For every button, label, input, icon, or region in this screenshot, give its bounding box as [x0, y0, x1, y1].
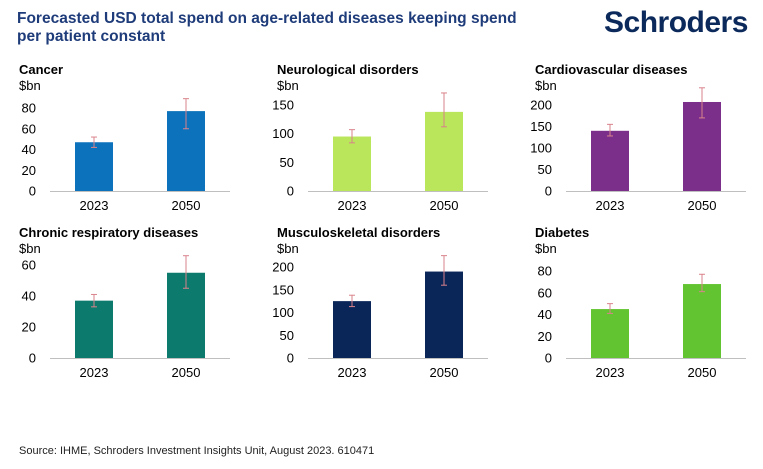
y-tick-label: 20 [538, 329, 552, 344]
bar-2023 [75, 300, 113, 358]
source-note: Source: IHME, Schroders Investment Insig… [19, 445, 375, 457]
chart-panel-diabetes: Diabetes $bn 0 20 40 60 80 2023 2050 [516, 223, 763, 383]
chart-title: Cancer [19, 62, 63, 77]
chart-panel-cancer: Cancer $bn 0 20 40 60 80 2023 2050 [0, 60, 255, 220]
y-tick-label: 100 [272, 305, 294, 320]
y-tick-label: 150 [272, 282, 294, 297]
y-tick-label: 20 [22, 163, 36, 178]
chart-panel-cardiovascular: Cardiovascular diseases $bn 0 50 100 150 200 20… [516, 60, 763, 220]
y-tick-label: 0 [545, 184, 552, 199]
neurological-disorders-chart-svg: Neurological disorders$bn 0 50 100 150 2023 20… [272, 62, 488, 213]
y-tick-label: 50 [280, 328, 294, 343]
y-tick-label: 20 [22, 320, 36, 335]
schroders-logo: Schroders [604, 6, 748, 39]
x-category-label: 2050 [688, 365, 717, 380]
cancer-chart-svg: Cancer$bn 0 20 40 60 80 2023 2050 [19, 62, 230, 213]
bar-2023 [591, 130, 629, 191]
x-category-label: 2050 [688, 198, 717, 213]
bar-2023 [591, 309, 629, 358]
chart-panel-musculoskeletal: Musculoskeletal disorders $bn 0 50 100 150 200… [258, 223, 513, 383]
x-category-label: 2050 [430, 198, 459, 213]
bar-2050 [425, 271, 463, 358]
y-tick-label: 150 [272, 98, 294, 113]
x-category-label: 2050 [430, 365, 459, 380]
diabetes-chart-svg: Diabetes$bn 0 20 40 60 80 2023 2050 [535, 225, 746, 380]
y-tick-label: 50 [538, 162, 552, 177]
y-tick-label: 0 [545, 351, 552, 366]
x-category-label: 2023 [80, 198, 109, 213]
chart-title: Cardiovascular diseases [535, 62, 687, 77]
y-tick-label: 60 [22, 258, 36, 273]
chart-panel-respiratory: Chronic respiratory diseases $bn 0 20 40 60 20… [0, 223, 255, 383]
x-category-label: 2050 [172, 198, 201, 213]
y-tick-label: 40 [22, 289, 36, 304]
y-tick-label: 150 [530, 119, 552, 134]
y-tick-label: 60 [538, 285, 552, 300]
page-title: Forecasted USD total spend on age-relate… [17, 10, 517, 45]
bar-2023 [333, 136, 371, 191]
bar-2050 [683, 284, 721, 358]
y-tick-label: 0 [29, 351, 36, 366]
chart-title: Chronic respiratory diseases [19, 225, 198, 240]
unit-label: $bn [19, 241, 41, 256]
x-category-label: 2023 [338, 365, 367, 380]
cardiovascular-diseases-chart-svg: Cardiovascular diseases$bn 0 50 100 150 200 20… [530, 62, 746, 213]
unit-label: $bn [19, 78, 41, 93]
chronic-respiratory-diseases-chart-svg: Chronic respiratory diseases$bn 0 20 40 60 20… [19, 225, 230, 380]
y-tick-label: 0 [287, 184, 294, 199]
y-tick-label: 50 [280, 155, 294, 170]
y-tick-label: 100 [272, 126, 294, 141]
y-tick-label: 100 [530, 141, 552, 156]
y-tick-label: 80 [22, 101, 36, 116]
chart-title: Musculoskeletal disorders [277, 225, 440, 240]
unit-label: $bn [277, 78, 299, 93]
y-tick-label: 40 [538, 307, 552, 322]
y-tick-label: 200 [530, 98, 552, 113]
unit-label: $bn [535, 241, 557, 256]
y-tick-label: 40 [22, 142, 36, 157]
unit-label: $bn [277, 241, 299, 256]
chart-title: Diabetes [535, 225, 589, 240]
chart-title: Neurological disorders [277, 62, 419, 77]
y-tick-label: 200 [272, 260, 294, 275]
x-category-label: 2023 [596, 198, 625, 213]
y-tick-label: 0 [287, 351, 294, 366]
y-tick-label: 60 [22, 121, 36, 136]
y-tick-label: 0 [29, 184, 36, 199]
x-category-label: 2050 [172, 365, 201, 380]
y-tick-label: 80 [538, 264, 552, 279]
x-category-label: 2023 [80, 365, 109, 380]
x-category-label: 2023 [338, 198, 367, 213]
musculoskeletal-disorders-chart-svg: Musculoskeletal disorders$bn 0 50 100 150 200… [272, 225, 488, 380]
x-category-label: 2023 [596, 365, 625, 380]
unit-label: $bn [535, 78, 557, 93]
bar-2023 [75, 142, 113, 191]
bar-2023 [333, 301, 371, 358]
chart-panel-neurological: Neurological disorders $bn 0 50 100 150 2023 20… [258, 60, 513, 220]
